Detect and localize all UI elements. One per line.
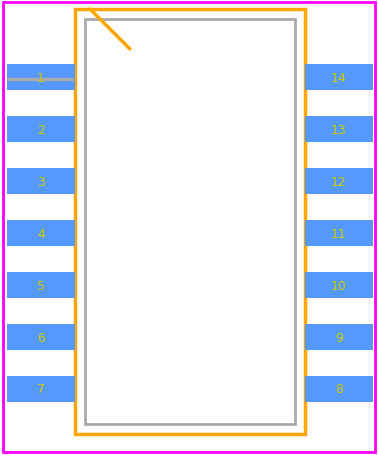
Text: 6: 6 [37,331,45,344]
Bar [7,324,75,350]
Text: 11: 11 [331,227,347,240]
Bar [7,117,75,143]
Bar [305,376,373,402]
Bar [7,65,75,91]
Bar [7,273,75,298]
Text: 7: 7 [37,383,45,396]
Bar [75,10,305,434]
Bar [305,221,373,247]
Text: 5: 5 [37,279,45,292]
Text: 13: 13 [331,123,347,136]
Bar [305,273,373,298]
Bar [305,324,373,350]
Bar [305,65,373,91]
Bar [85,20,295,424]
Text: 10: 10 [331,279,347,292]
Bar [305,169,373,195]
Text: 12: 12 [331,175,347,188]
Text: 8: 8 [335,383,343,396]
Bar [305,117,373,143]
Bar [7,376,75,402]
Text: 4: 4 [37,227,45,240]
Text: 1: 1 [37,71,45,84]
Text: 14: 14 [331,71,347,84]
Text: 9: 9 [335,331,343,344]
Text: 2: 2 [37,123,45,136]
Bar [7,169,75,195]
Bar [7,221,75,247]
Text: 3: 3 [37,175,45,188]
